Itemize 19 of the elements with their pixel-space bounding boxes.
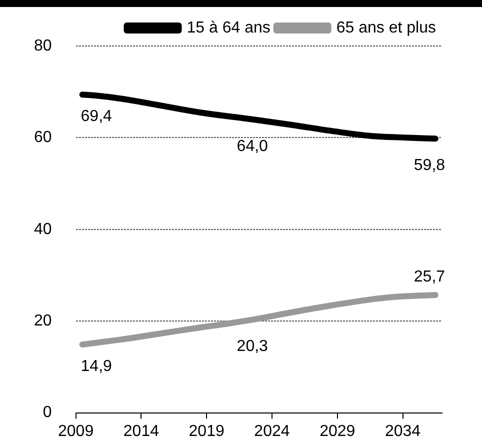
x-tick-label: 2009 [58,422,94,440]
x-tick-label: 2029 [320,422,356,440]
data-label: 14,9 [80,358,112,375]
y-tick-label: 40 [34,220,52,238]
legend-label: 65 ans et plus [336,19,436,36]
y-tick-label: 0 [42,404,52,422]
data-label: 59,8 [414,157,446,174]
x-tick-label: 2024 [254,422,290,440]
data-label: 69,4 [80,108,112,126]
x-tick-label: 2019 [188,422,224,440]
data-label: 25,7 [414,268,446,286]
data-label: 20,3 [236,338,268,356]
y-tick-label: 20 [34,312,52,330]
x-tick-label: 2014 [123,422,160,440]
legend-label: 15 à 64 ans [186,19,270,36]
data-label: 64,0 [236,138,268,155]
y-tick-label: 80 [34,37,52,54]
y-tick-label: 60 [34,129,52,146]
x-tick-label: 2034 [384,422,421,440]
